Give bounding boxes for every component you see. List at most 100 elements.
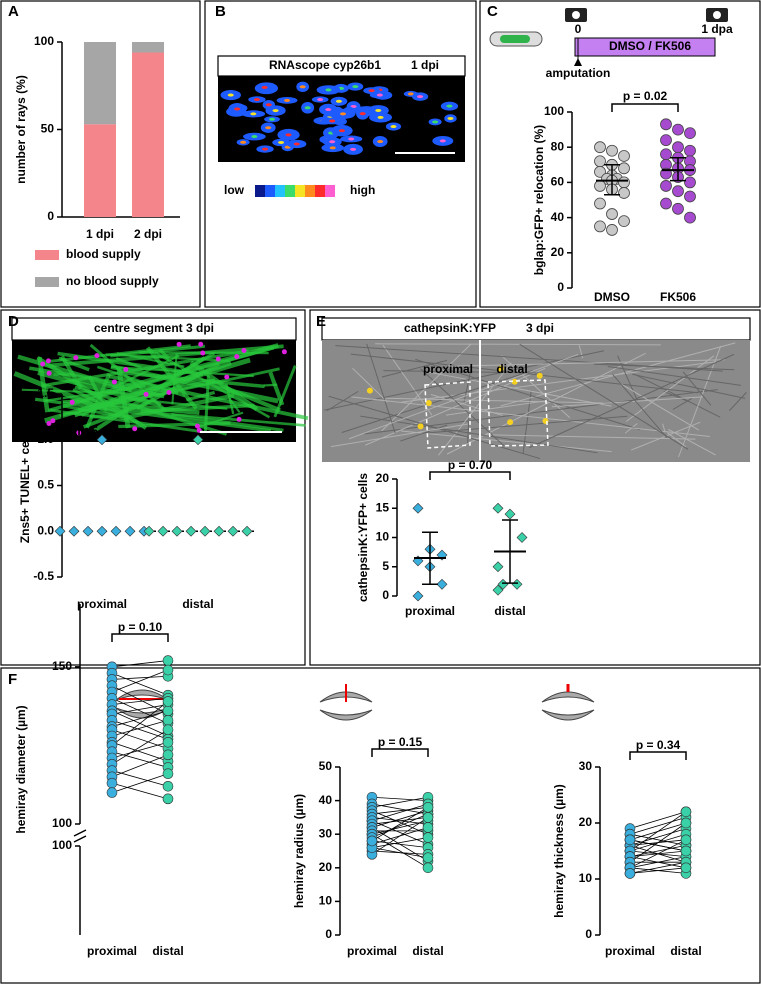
texture (420, 368, 505, 447)
data-point (684, 211, 696, 224)
data-point (624, 868, 636, 879)
image-title: RNAscope cyp26b1 (269, 58, 381, 72)
texture (360, 415, 598, 454)
bar-segment (84, 42, 116, 125)
texture (668, 428, 716, 456)
panel-frame (0, 309, 306, 666)
data-point (672, 202, 684, 215)
nucleus (194, 423, 200, 429)
annotation: p = 0.70 (448, 458, 493, 472)
panel-letter: F (8, 671, 17, 688)
yfp-cell (497, 365, 504, 372)
nucleus (176, 341, 182, 347)
data-point (684, 144, 696, 157)
texture (382, 344, 433, 416)
pair-line (111, 669, 169, 693)
image-title: cathepsinK:YFP (404, 321, 496, 335)
data-point (422, 852, 434, 864)
data-point (82, 525, 94, 537)
fiber (268, 371, 285, 406)
panel-frame (309, 309, 761, 666)
pair-line (111, 741, 169, 759)
signal-blob (265, 126, 272, 130)
texture (634, 374, 721, 418)
signal-blob (329, 146, 336, 150)
y-tick-label: 20 (319, 860, 333, 874)
data-point (684, 127, 696, 140)
signal-blob (350, 147, 357, 151)
signal-blob (432, 120, 439, 124)
signal-blob (417, 95, 424, 99)
data-point (492, 502, 504, 514)
data-point (171, 525, 183, 537)
colorbar-step (275, 185, 285, 197)
nucleus (46, 370, 52, 376)
data-point (594, 155, 606, 168)
pair-line (629, 811, 687, 829)
signal-blob (272, 109, 279, 113)
pair-line (371, 796, 429, 808)
fiber (34, 397, 272, 433)
pair-line (629, 839, 687, 852)
signal-blob (329, 140, 336, 144)
fiber (69, 343, 279, 405)
texture (519, 343, 689, 450)
bar-segment (132, 42, 164, 53)
legend-label: no blood supply (66, 274, 159, 288)
data-point (660, 180, 672, 192)
legend-label: blood supply (66, 247, 141, 261)
texture (437, 362, 512, 456)
pair-line (629, 867, 687, 874)
y-tick-label: 100 (52, 838, 72, 852)
data-point (185, 525, 197, 537)
pair-line (371, 810, 429, 828)
image-label: proximal (423, 362, 473, 376)
data-point (684, 190, 696, 203)
pair-line (111, 782, 169, 800)
pair-line (111, 697, 169, 724)
data-point (680, 806, 692, 818)
signal-blob (439, 139, 446, 143)
texture (331, 423, 468, 448)
legend-swatch (35, 250, 59, 260)
texture (501, 355, 571, 419)
colorbar-step (265, 185, 275, 197)
significance-bracket (611, 103, 679, 112)
texture (529, 353, 735, 449)
pair-line (371, 817, 429, 855)
pair-line (111, 773, 169, 793)
micrograph-signal (324, 342, 747, 460)
data-point (54, 525, 66, 537)
y-tick-label: 40 (551, 210, 565, 224)
x-tick-label: proximal (605, 944, 655, 958)
fiber (48, 344, 191, 363)
texture (400, 430, 612, 453)
data-point (162, 655, 174, 666)
yfp-cell (507, 419, 514, 426)
data-point (162, 793, 174, 805)
texture (522, 390, 532, 454)
data-point (412, 502, 424, 514)
nucleus (40, 361, 46, 367)
texture (729, 392, 747, 411)
data-point (660, 118, 672, 131)
y-tick-label: 0 (382, 588, 389, 602)
pair-line (629, 845, 687, 857)
timeline-label: 0 (575, 22, 582, 36)
data-point (192, 434, 204, 446)
signal-blob (234, 107, 241, 111)
data-point (227, 525, 239, 537)
nucleus (234, 354, 240, 360)
y-axis-label: hemiray diameter (µm) (14, 705, 28, 833)
texture (672, 397, 693, 410)
data-point (96, 434, 108, 446)
texture (422, 370, 612, 407)
nucleus (123, 366, 129, 372)
signal-blob (253, 98, 260, 102)
y-tick-label: 15 (376, 500, 390, 514)
signal-blob (284, 98, 291, 102)
data-point (684, 176, 696, 189)
significance-bracket (371, 748, 429, 757)
nucleus (50, 418, 56, 424)
data-point (504, 508, 516, 520)
